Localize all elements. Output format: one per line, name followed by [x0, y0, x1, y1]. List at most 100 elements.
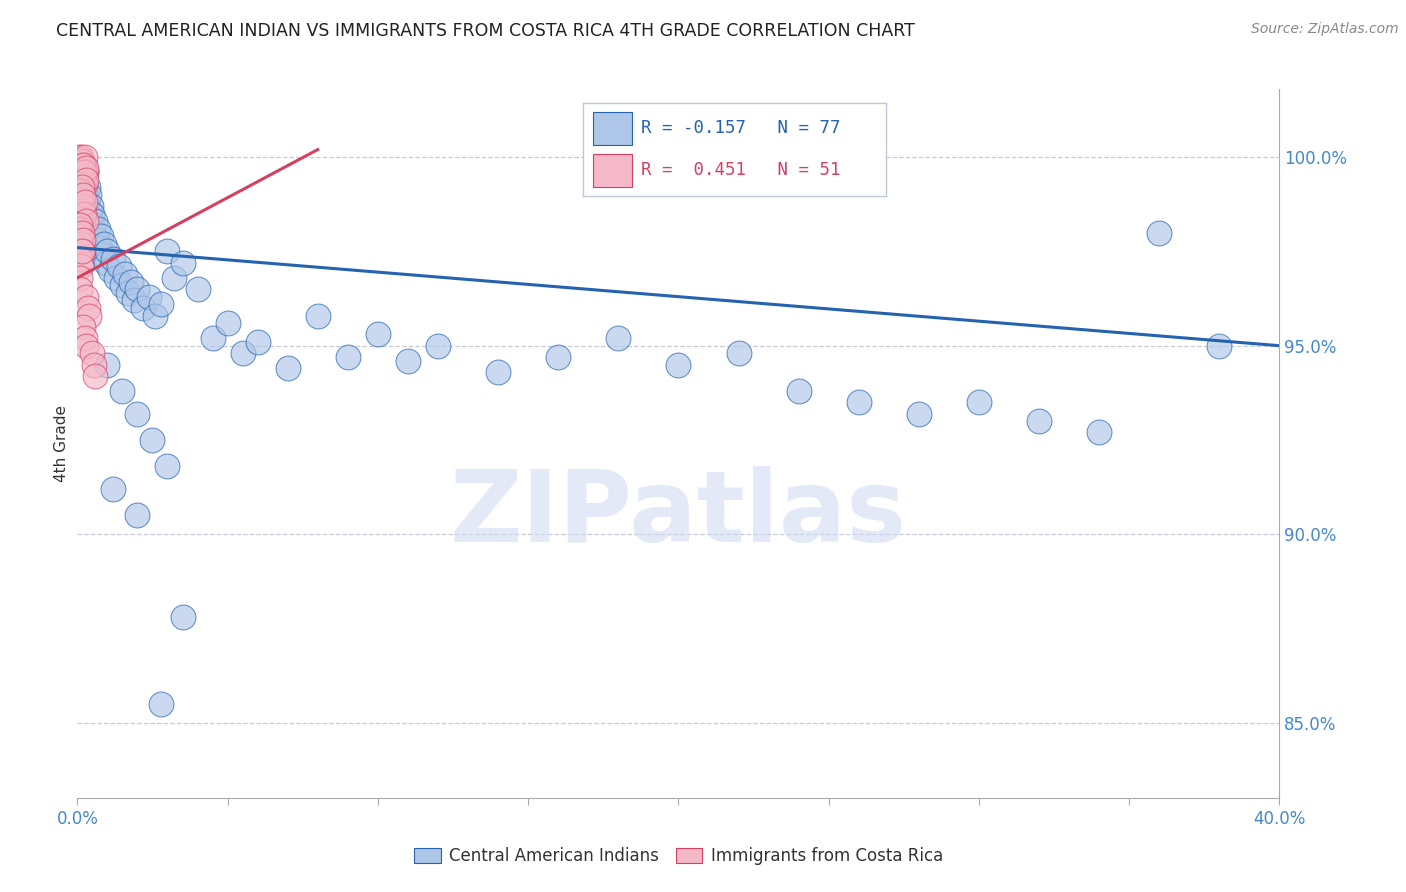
Point	[76, 195, 98, 210]
Point	[73, 207, 96, 221]
Point	[1088, 425, 1111, 440]
Point	[132, 301, 155, 315]
Point	[96, 244, 118, 259]
Point	[127, 407, 149, 421]
Point	[67, 187, 90, 202]
Point	[114, 267, 136, 281]
Point	[547, 350, 569, 364]
Point	[908, 407, 931, 421]
Point	[145, 309, 167, 323]
Text: R = -0.157   N = 77: R = -0.157 N = 77	[641, 120, 841, 137]
Point	[75, 165, 97, 179]
Point	[70, 150, 93, 164]
Point	[307, 309, 329, 323]
Point	[486, 365, 509, 379]
Point	[120, 275, 142, 289]
Point	[73, 195, 96, 210]
Point	[84, 368, 107, 383]
Point	[150, 297, 173, 311]
Point	[277, 361, 299, 376]
Point	[69, 218, 91, 232]
Point	[201, 331, 224, 345]
Point	[72, 244, 94, 259]
Point	[111, 384, 134, 398]
Bar	[592, 112, 631, 145]
Point	[79, 187, 101, 202]
Point	[72, 187, 94, 202]
Point	[69, 161, 91, 176]
Point	[172, 610, 194, 624]
Text: ZIPatlas: ZIPatlas	[450, 467, 907, 563]
Point	[105, 270, 128, 285]
Point	[72, 158, 94, 172]
Point	[336, 350, 359, 364]
Point	[150, 697, 173, 711]
Point	[67, 150, 90, 164]
Point	[80, 218, 103, 232]
Point	[162, 270, 184, 285]
Point	[69, 158, 91, 172]
Point	[70, 226, 93, 240]
Point	[172, 256, 194, 270]
Point	[232, 346, 254, 360]
Point	[69, 184, 91, 198]
Point	[72, 161, 94, 176]
Point	[75, 339, 97, 353]
Point	[69, 282, 91, 296]
Point	[75, 165, 97, 179]
Point	[217, 316, 239, 330]
Legend: Central American Indians, Immigrants from Costa Rica: Central American Indians, Immigrants fro…	[408, 840, 949, 871]
Point	[96, 358, 118, 372]
Text: R =  0.451   N = 51: R = 0.451 N = 51	[641, 161, 841, 179]
Point	[367, 327, 389, 342]
Point	[156, 244, 179, 259]
Point	[668, 358, 690, 372]
Point	[69, 184, 91, 198]
Y-axis label: 4th Grade: 4th Grade	[53, 405, 69, 483]
Point	[75, 172, 97, 186]
Point	[787, 384, 810, 398]
Point	[75, 214, 97, 228]
Point	[79, 309, 101, 323]
Point	[70, 260, 93, 274]
Point	[84, 214, 107, 228]
Point	[73, 331, 96, 345]
Point	[138, 290, 160, 304]
Point	[427, 339, 450, 353]
Point	[67, 165, 90, 179]
Point	[69, 270, 91, 285]
Text: Source: ZipAtlas.com: Source: ZipAtlas.com	[1251, 22, 1399, 37]
Point	[141, 433, 163, 447]
Point	[77, 202, 100, 217]
Point	[117, 285, 139, 300]
Point	[72, 169, 94, 183]
Point	[73, 177, 96, 191]
Point	[111, 278, 134, 293]
Point	[607, 331, 630, 345]
Point	[72, 158, 94, 172]
Point	[79, 211, 101, 225]
Point	[90, 229, 112, 244]
Point	[75, 161, 97, 176]
Point	[70, 153, 93, 168]
Point	[69, 229, 91, 244]
Point	[727, 346, 749, 360]
Point	[70, 244, 93, 259]
Point	[69, 172, 91, 186]
Point	[73, 165, 96, 179]
Point	[76, 180, 98, 194]
Point	[73, 150, 96, 164]
Point	[967, 395, 990, 409]
Point	[72, 169, 94, 183]
Point	[75, 187, 97, 202]
Point	[103, 482, 125, 496]
Point	[1208, 339, 1230, 353]
Point	[87, 221, 110, 235]
Point	[83, 226, 105, 240]
Point	[72, 319, 94, 334]
Point	[69, 177, 91, 191]
Point	[76, 301, 98, 315]
Point	[1028, 414, 1050, 428]
Point	[70, 180, 93, 194]
Bar	[592, 154, 631, 187]
